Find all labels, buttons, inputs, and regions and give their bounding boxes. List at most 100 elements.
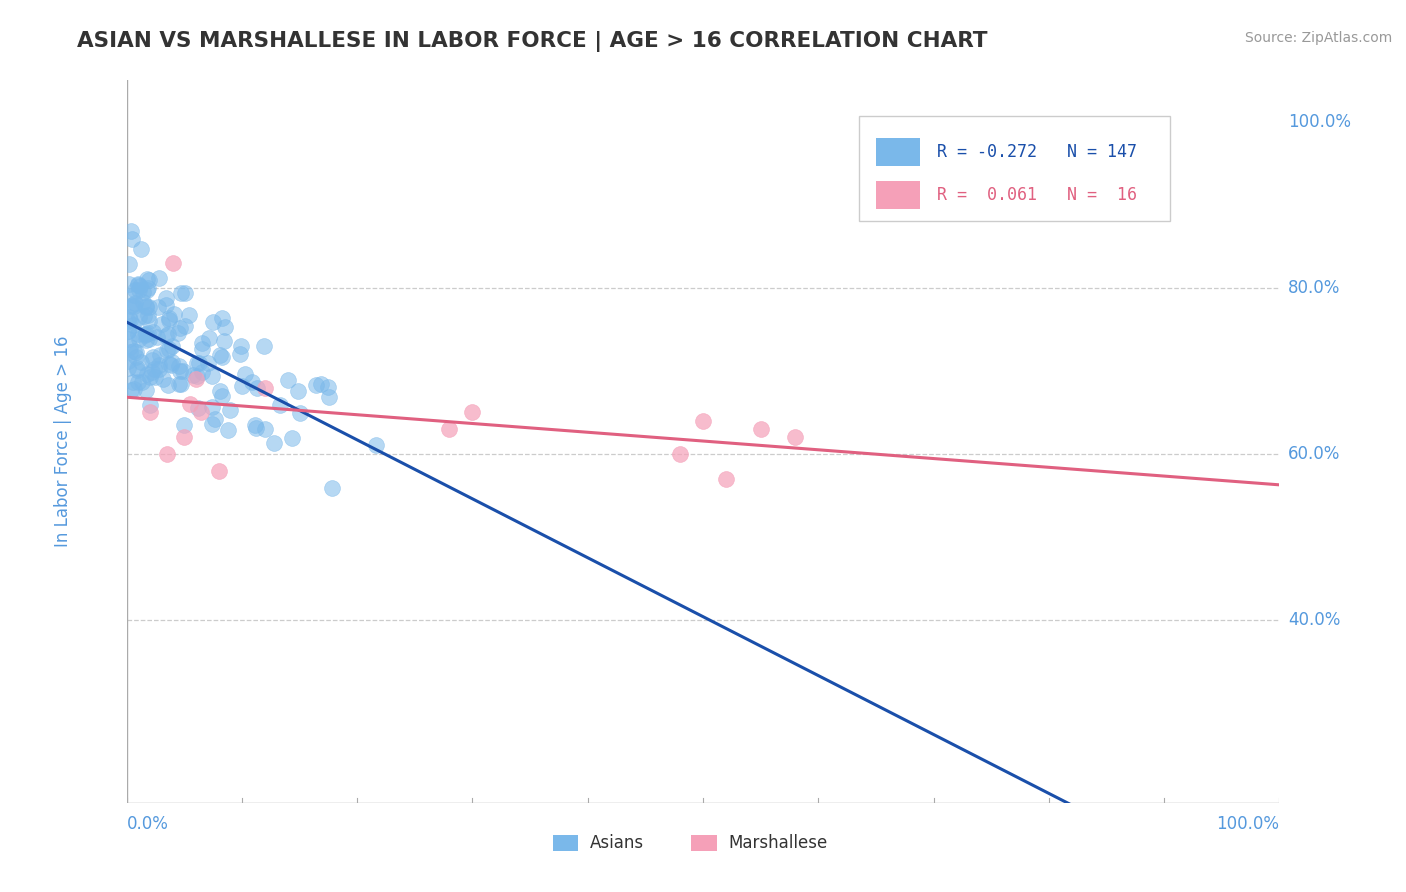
Point xyxy=(200,369,222,384)
Point xyxy=(127,362,149,376)
Point xyxy=(309,376,332,391)
Point xyxy=(136,281,159,295)
Point xyxy=(208,464,231,478)
Point xyxy=(138,273,160,287)
Point xyxy=(439,422,461,436)
Point xyxy=(318,391,340,405)
Point xyxy=(186,356,208,370)
Point xyxy=(149,348,172,362)
Point xyxy=(197,356,219,370)
Text: 100.0%: 100.0% xyxy=(1216,815,1279,833)
Point xyxy=(212,334,235,348)
Point xyxy=(135,327,157,342)
Point xyxy=(201,417,224,431)
Point xyxy=(231,339,253,353)
Point xyxy=(170,377,193,392)
Point xyxy=(186,401,208,415)
Point xyxy=(121,232,143,246)
Point xyxy=(125,351,148,365)
Point xyxy=(173,430,195,444)
Point xyxy=(152,372,174,386)
Point xyxy=(160,339,183,353)
Point xyxy=(138,332,160,346)
Text: In Labor Force | Age > 16: In Labor Force | Age > 16 xyxy=(53,335,72,548)
Point xyxy=(179,309,201,323)
Point xyxy=(190,405,212,419)
Point xyxy=(174,285,197,300)
Point xyxy=(263,435,285,450)
Point xyxy=(211,310,233,325)
Point xyxy=(157,357,180,371)
Point xyxy=(172,364,194,378)
Point xyxy=(132,285,155,299)
Point xyxy=(191,365,214,379)
Point xyxy=(181,368,204,382)
Point xyxy=(156,447,179,461)
Point xyxy=(321,481,343,495)
Point xyxy=(142,361,165,376)
FancyBboxPatch shape xyxy=(876,181,920,209)
Point xyxy=(138,370,160,384)
Point xyxy=(156,343,179,358)
Point xyxy=(243,418,266,433)
FancyBboxPatch shape xyxy=(876,138,920,166)
Point xyxy=(125,361,148,376)
Point xyxy=(231,379,253,393)
Point xyxy=(157,312,180,326)
Point xyxy=(148,362,170,376)
Point xyxy=(169,320,191,334)
Point xyxy=(167,377,190,392)
Point xyxy=(316,380,339,394)
Point xyxy=(127,277,149,292)
Point xyxy=(125,344,148,359)
Point xyxy=(253,339,276,353)
Point xyxy=(163,307,186,321)
Point xyxy=(170,286,193,301)
Point xyxy=(142,351,165,365)
Point xyxy=(136,326,159,340)
Point xyxy=(169,364,191,378)
Point xyxy=(198,330,221,344)
Point xyxy=(118,313,141,327)
Point xyxy=(132,310,155,324)
Text: R =  0.061   N =  16: R = 0.061 N = 16 xyxy=(936,186,1137,204)
Point xyxy=(167,359,190,373)
Text: 80.0%: 80.0% xyxy=(1288,279,1340,297)
Point xyxy=(191,343,214,357)
Point xyxy=(173,418,195,433)
Point xyxy=(669,447,692,461)
Point xyxy=(217,424,239,438)
Text: ASIAN VS MARSHALLESE IN LABOR FORCE | AGE > 16 CORRELATION CHART: ASIAN VS MARSHALLESE IN LABOR FORCE | AG… xyxy=(77,31,988,53)
Point xyxy=(253,422,276,436)
Point xyxy=(128,332,150,346)
Point xyxy=(122,375,145,389)
Point xyxy=(136,308,159,322)
Point xyxy=(122,382,145,396)
Point xyxy=(128,283,150,297)
Point xyxy=(120,339,142,353)
Point xyxy=(122,318,145,332)
Point xyxy=(118,310,141,324)
Point xyxy=(162,256,184,270)
Point xyxy=(155,329,177,343)
Point xyxy=(148,270,170,285)
Point xyxy=(128,310,150,325)
Point xyxy=(117,314,139,328)
Point xyxy=(120,345,142,359)
Point xyxy=(136,283,159,297)
Point xyxy=(245,421,267,435)
Point xyxy=(785,430,807,444)
Point xyxy=(135,301,157,315)
Point xyxy=(135,299,157,313)
Point xyxy=(187,356,209,370)
Point xyxy=(138,405,160,419)
Point xyxy=(269,398,291,412)
Point xyxy=(287,384,309,399)
Point xyxy=(209,384,232,398)
Point xyxy=(160,354,183,368)
Text: 40.0%: 40.0% xyxy=(1288,611,1340,629)
Point xyxy=(288,406,311,420)
Point xyxy=(136,272,159,286)
Point xyxy=(117,324,139,338)
Point xyxy=(127,277,149,292)
